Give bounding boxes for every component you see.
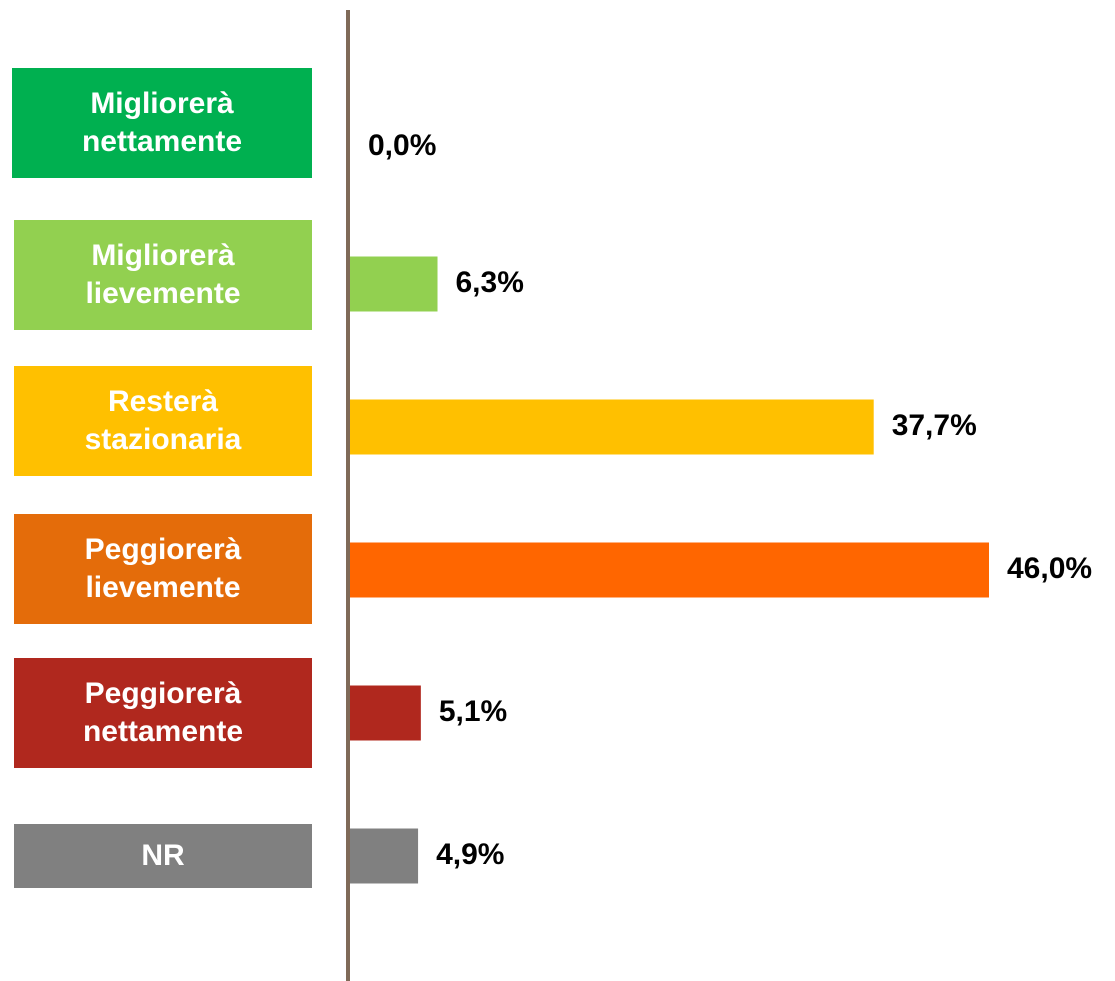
value-label: 4,9% [436, 838, 504, 871]
value-label: 37,7% [892, 409, 977, 442]
category-label: Migliorerà lievemente [14, 220, 312, 330]
bar [350, 828, 419, 884]
value-label: 6,3% [456, 266, 524, 299]
category-label: Migliorerà nettamente [12, 68, 312, 178]
bar [350, 685, 421, 741]
category-label: Resterà stazionaria [14, 366, 312, 476]
value-label: 46,0% [1007, 552, 1092, 585]
category-label: NR [14, 824, 312, 888]
bar [350, 399, 874, 455]
bar [350, 256, 438, 312]
category-label: Peggiorerà nettamente [14, 658, 312, 768]
value-label: 5,1% [439, 695, 507, 728]
category-label: Peggiorerà lievemente [14, 514, 312, 624]
value-label: 0,0% [368, 129, 436, 162]
bar [350, 542, 989, 598]
